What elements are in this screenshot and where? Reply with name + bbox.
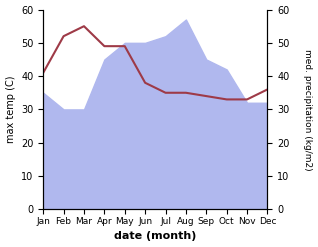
Y-axis label: med. precipitation (kg/m2): med. precipitation (kg/m2) xyxy=(303,49,313,170)
Y-axis label: max temp (C): max temp (C) xyxy=(5,76,16,143)
X-axis label: date (month): date (month) xyxy=(114,231,197,242)
